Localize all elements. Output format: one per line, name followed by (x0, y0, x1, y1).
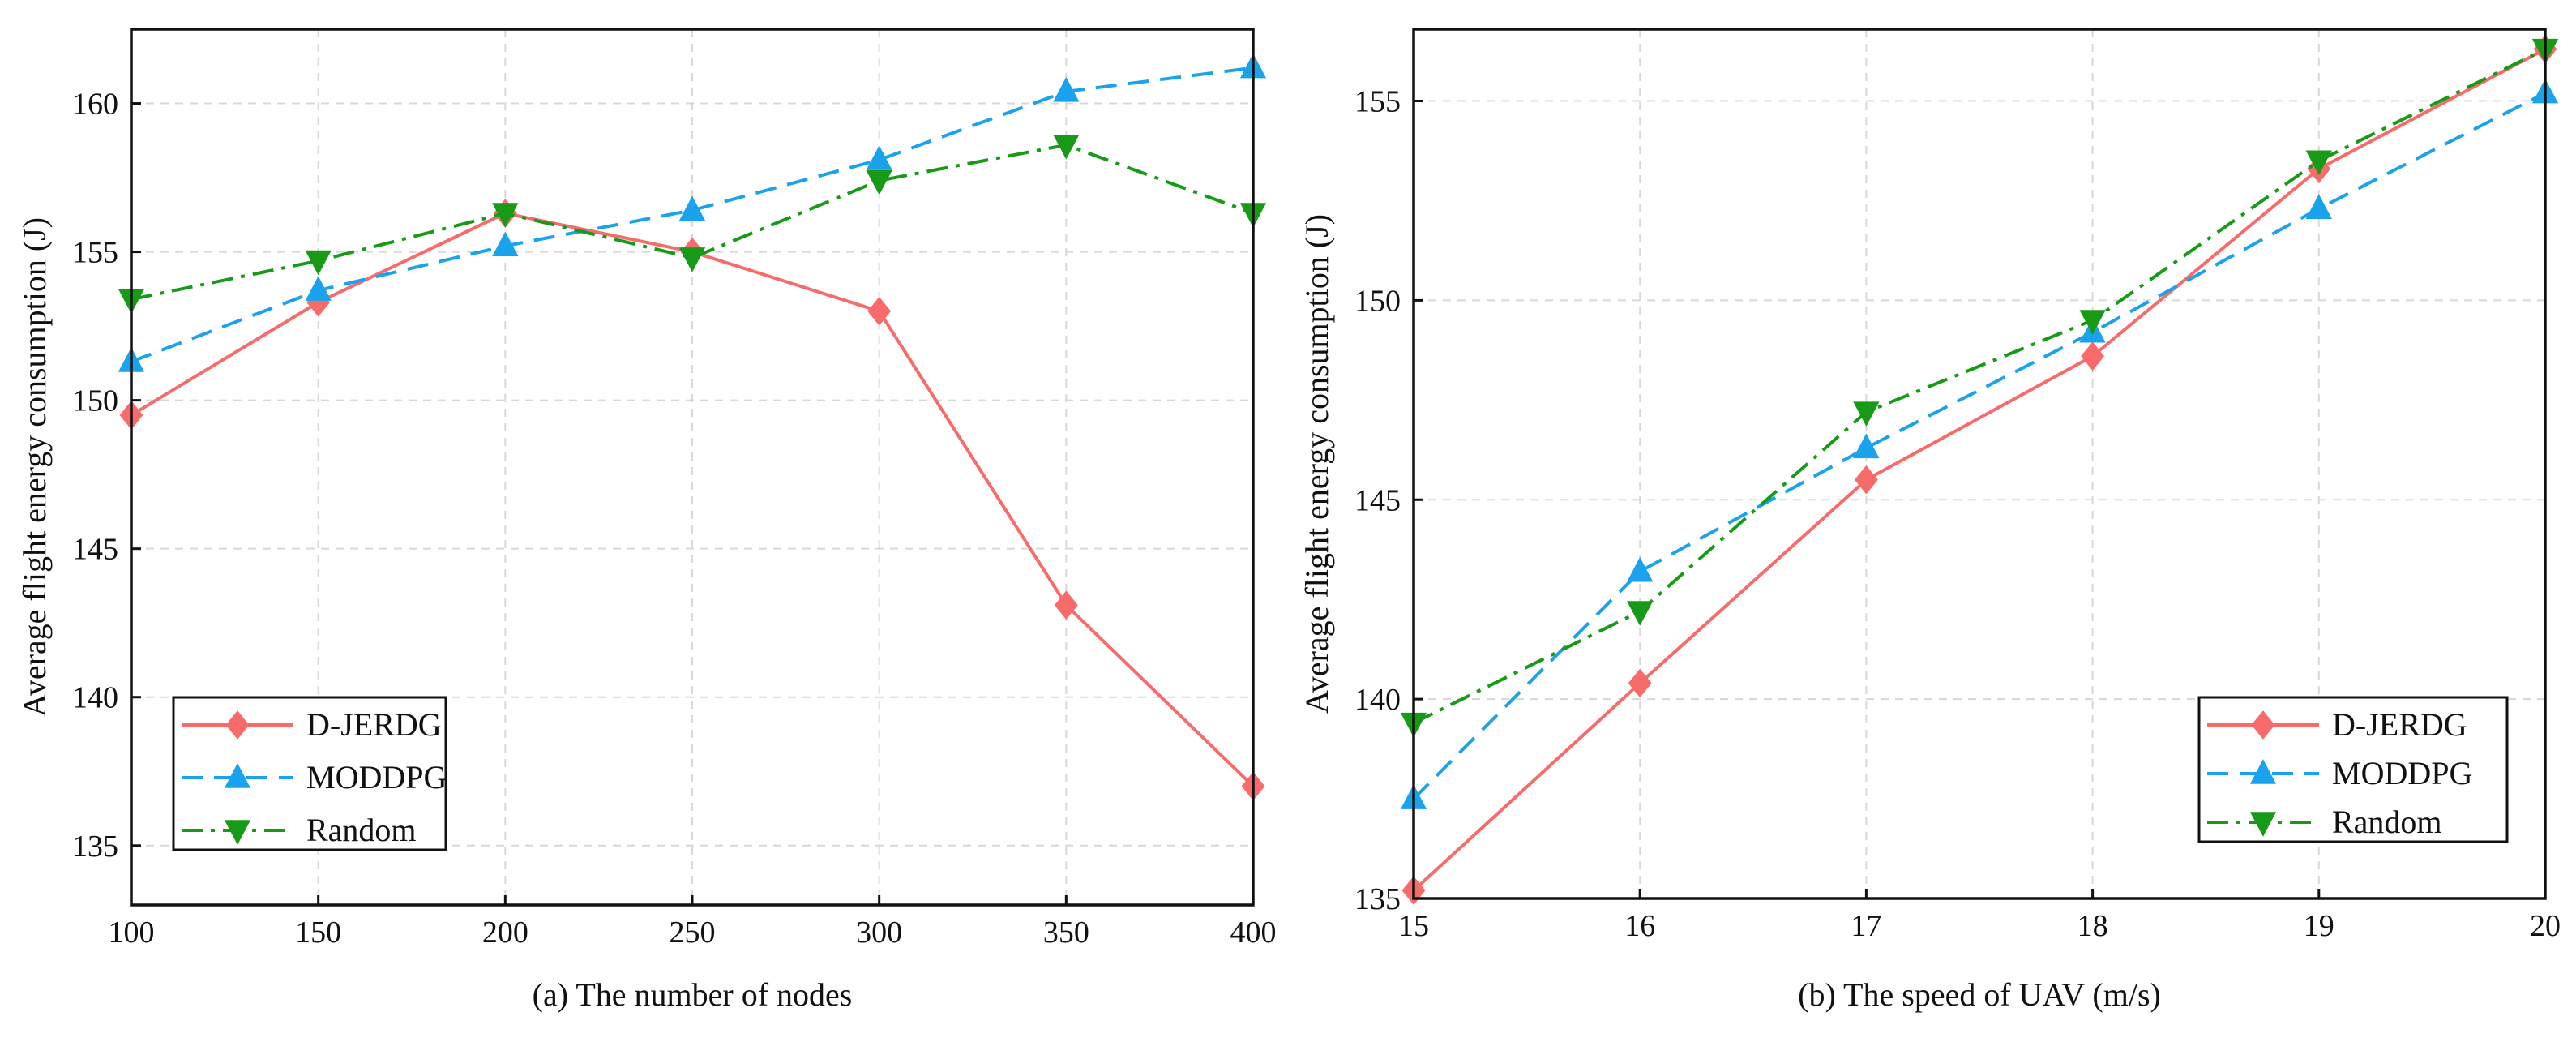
x-tick-label: 16 (1624, 909, 1655, 943)
legend-label-random: Random (306, 812, 417, 848)
y-tick-label: 145 (1354, 483, 1401, 517)
y-tick-label: 150 (72, 384, 118, 418)
plot-frame (130, 28, 1255, 907)
legend-box (172, 696, 447, 851)
data-point-moddpg (492, 231, 519, 257)
chart-b: 15 16 17 18 19 20 135 140 145 150 155 Average fligh… (1299, 28, 2561, 1013)
legend-marker-random (2249, 812, 2277, 837)
data-point-d-jerdg (1054, 590, 1078, 620)
y-axis-label: Average flight energy consumption (J) (16, 217, 53, 717)
y-tick-label: 160 (72, 88, 118, 122)
x-tick-label: 300 (856, 916, 902, 950)
x-tick-label: 18 (2077, 909, 2108, 943)
legend-marker-random (224, 820, 251, 845)
x-tick-label: 19 (2304, 909, 2334, 943)
x-tick-label: 150 (295, 916, 341, 950)
data-point-moddpg (1627, 556, 1654, 582)
legend-marker-moddpg (2249, 759, 2277, 784)
data-point-moddpg (1053, 77, 1080, 102)
y-tick-label: 150 (1354, 284, 1401, 318)
legend: D-JERDG MODDPG Random (172, 696, 447, 851)
data-point-random (866, 169, 892, 195)
data-point-moddpg (678, 195, 706, 221)
y-tick-label: 135 (72, 830, 118, 864)
data-point-moddpg (2305, 194, 2332, 220)
series-random (1400, 38, 2559, 738)
legend-label-d-jerdg: D-JERDG (306, 706, 442, 743)
legend-marker-moddpg (224, 763, 251, 788)
data-point-random (1627, 601, 1654, 626)
x-tick-label: 350 (1043, 916, 1089, 950)
data-point-random (1853, 401, 1880, 427)
x-tick-label: 20 (2530, 909, 2561, 943)
data-point-random (678, 247, 706, 272)
y-axis-label: Average flight energy consumption (J) (1299, 214, 1335, 714)
y-tick-label: 145 (72, 533, 118, 567)
data-point-random (305, 250, 332, 276)
x-tick-label: 17 (1851, 909, 1881, 943)
y-tick-label: 140 (72, 681, 118, 715)
plot-frame (1412, 28, 2547, 900)
data-point-random (492, 203, 519, 228)
x-tick-label: 250 (670, 916, 716, 950)
chart-caption: (a) The number of nodes (533, 976, 853, 1013)
series-line-moddpg (1412, 91, 2546, 800)
series-line-random (1413, 47, 2546, 725)
y-tick-label: 155 (1354, 85, 1401, 119)
x-tick-label: 100 (109, 916, 155, 950)
chart-a: 100 150 200 250 300 350 400 135 140 145 150 155 160 A… (16, 28, 1277, 1013)
data-point-moddpg (866, 145, 892, 170)
legend: D-JERDG MODDPG Random (2197, 696, 2509, 843)
x-tick-label: 15 (1398, 909, 1429, 943)
x-tick-label: 200 (482, 916, 528, 950)
y-tick-label: 140 (1354, 683, 1401, 717)
series-d-jerdg (1401, 34, 2557, 906)
legend-label-moddpg: MODDPG (306, 759, 447, 795)
data-point-d-jerdg (867, 296, 892, 326)
legend-label-d-jerdg: D-JERDG (2332, 706, 2467, 743)
x-tick-label: 400 (1230, 916, 1277, 950)
legend-label-moddpg: MODDPG (2332, 755, 2472, 791)
data-point-d-jerdg (1628, 668, 1652, 698)
legend-label-random: Random (2332, 804, 2442, 840)
y-tick-label: 155 (72, 236, 118, 270)
y-tick-label: 135 (1354, 882, 1401, 916)
data-point-moddpg (1853, 433, 1880, 459)
chart-caption: (b) The speed of UAV (m/s) (1798, 976, 2161, 1013)
data-point-d-jerdg (1854, 465, 1878, 495)
legend-box (2197, 696, 2509, 843)
legend-marker-d-jerdg (225, 710, 250, 740)
legend-marker-d-jerdg (2251, 710, 2275, 740)
data-point-random (2079, 310, 2106, 335)
series-line-d-jerdg (1412, 47, 2546, 892)
data-point-moddpg (305, 276, 332, 301)
data-point-random (2305, 150, 2332, 176)
data-point-d-jerdg (2081, 341, 2105, 371)
data-point-random (1053, 135, 1080, 160)
